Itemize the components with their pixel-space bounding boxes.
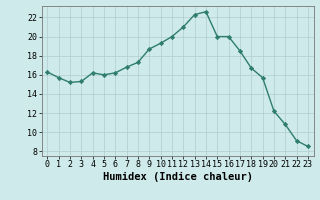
X-axis label: Humidex (Indice chaleur): Humidex (Indice chaleur) bbox=[103, 172, 252, 182]
